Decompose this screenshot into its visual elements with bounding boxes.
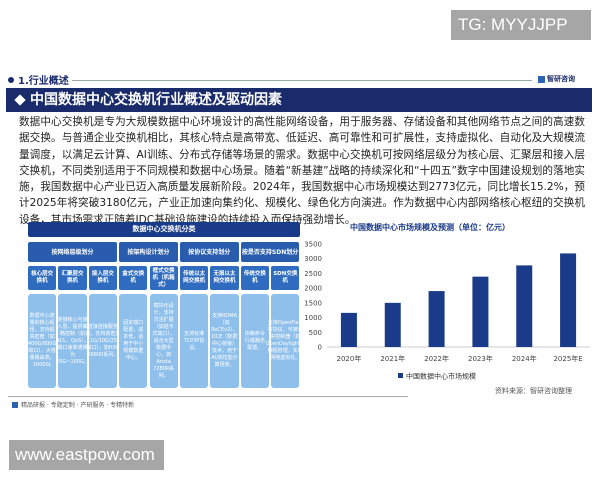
category-description: 固定端口配置，成本低，适用于中小规模数据中心。 (119, 294, 148, 388)
group-header: 按网络层级划分 (28, 242, 117, 262)
footer-text: 精品研报 · 专题定制 · 产研服务 · 专精特新 (21, 402, 135, 409)
category-description: 依赖命令行或静态配置。 (240, 294, 269, 388)
category-description: 直接连接服务器，支持高密度（1G/10G/25G端口），如H3C S6800系列… (85, 294, 121, 388)
y-tick-label: 3500 (305, 241, 322, 249)
x-tick-label: 2020年 (337, 354, 362, 363)
classification-diagram: 数据中心交换机分类 按网络层级划分核心层交换机数据中心流量的核心枢纽，支持超高密… (28, 222, 305, 388)
bar (472, 276, 489, 347)
logo-icon (538, 75, 545, 83)
watermark-tg: TG: MYYJJPP (451, 10, 591, 40)
category-description: 支持RDMA（如RoCEv2），DCE（数据中心桥接）技术，用于AI/高性能计算… (210, 294, 239, 388)
logo-text: 智研咨询 (547, 75, 575, 83)
group-header: 按协议支持划分 (180, 242, 239, 262)
group-header: 按架构设计划分 (119, 242, 178, 262)
category-header: SDN交换机 (271, 266, 300, 290)
x-tick-label: 2023年 (468, 354, 493, 363)
section-bullet (8, 77, 14, 83)
y-tick-label: 1000 (305, 314, 322, 322)
x-tick-label: 2021年 (380, 354, 405, 363)
overview-paragraph: 数据中心交换机是专为大规模数据中心环境设计的高性能网络设备，用于服务器、存储设备… (19, 116, 585, 226)
brand-logo: 智研咨询 (538, 74, 575, 84)
category-description: 支持标准TCP/IP协议。 (180, 294, 209, 388)
market-size-chart: 中国数据中心市场规模及预测（单位：亿元） 0 500 1000 1500 2000 250… (304, 218, 595, 393)
category-header: 传统交换机 (240, 266, 269, 290)
section-title: 1.行业概述 (18, 76, 69, 87)
category-header: 框式交换机（机箱式） (149, 266, 178, 290)
bar (428, 291, 445, 347)
bar (340, 312, 357, 347)
y-tick-label: 0 (318, 344, 322, 352)
y-tick-label: 2000 (305, 285, 322, 293)
bar (516, 265, 533, 347)
legend-swatch (398, 373, 403, 378)
group-header: 按是否支持SDN划分 (240, 242, 300, 262)
bar (384, 302, 401, 347)
category-header: 无损以太网交换机 (210, 266, 239, 290)
category-header: 接入层交换机 (88, 266, 117, 290)
page-banner: 中国数据中心交换机行业概述及驱动因素 (6, 88, 592, 112)
y-tick-label: 500 (309, 329, 322, 337)
footer: 精品研报 · 专题定制 · 产研服务 · 专精特新 (12, 400, 134, 409)
y-tick-label: 3000 (305, 255, 322, 263)
category-description: 模块化设计，支持灵活扩展（如插卡式端口），适合大型数据中心，如Arista 72… (149, 294, 178, 388)
chart-svg: 0 500 1000 1500 2000 2500 3000 3500 2020年 2021年 20… (304, 241, 590, 381)
diagram-title: 数据中心交换机分类 (28, 222, 300, 237)
x-tick-label: 2025年E (553, 354, 582, 363)
footer-logo-icon (12, 401, 18, 408)
category-description: 数据中心流量的核心枢纽，支持超高密度（如400G/800G端口），大容量路由表，… (28, 294, 56, 388)
legend-label: 中国数据中心市场规模 (406, 372, 476, 381)
watermark-url: www.eastpow.com (9, 440, 164, 470)
category-header: 传统以太网交换机 (180, 266, 209, 290)
x-tick-label: 2024年 (512, 354, 537, 363)
category-header: 核心层交换机 (28, 266, 57, 290)
source-note: 资料来源：智研咨询整理 (495, 387, 572, 395)
category-header: 盒式交换机 (119, 266, 148, 290)
diamond-icon (14, 94, 26, 106)
category-description: 连接核心与接入层，提供策略控制（如ACL、QoS），端口速率通常为25G~100… (56, 294, 89, 388)
x-tick-label: 2022年 (424, 354, 449, 363)
bar (560, 253, 577, 347)
section-divider (72, 80, 532, 81)
category-description: 支持OpenFlow等协议，可被中央控制器（如OpenDaylight）编程管理… (266, 294, 305, 388)
y-tick-label: 1500 (305, 299, 322, 307)
page-title: 中国数据中心交换机行业概述及驱动因素 (30, 92, 282, 108)
footer-divider (8, 396, 408, 397)
chart-title: 中国数据中心市场规模及预测（单位：亿元） (350, 223, 510, 232)
category-header: 汇聚层交换机 (58, 266, 87, 290)
y-tick-label: 2500 (305, 270, 322, 278)
